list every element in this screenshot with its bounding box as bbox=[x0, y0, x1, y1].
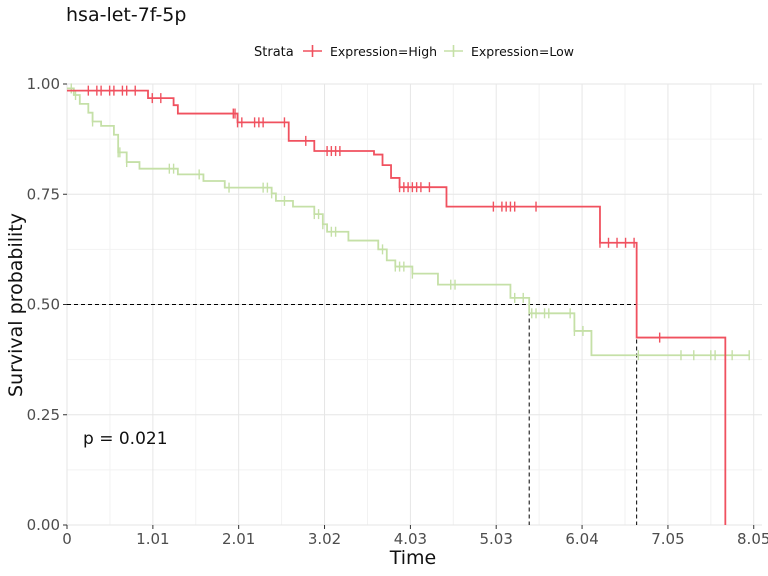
p-value: p = 0.021 bbox=[83, 429, 168, 449]
x-tick-label: 3.02 bbox=[308, 530, 341, 548]
series-layer bbox=[67, 83, 750, 525]
axes: 0 1.01 2.01 3.02 4.03 5.03 6.04 7.05 8.05 0.00 0.2… bbox=[27, 75, 768, 548]
x-tick-label: 1.01 bbox=[136, 530, 169, 548]
chart-title: hsa-let-7f-5p bbox=[66, 4, 186, 26]
y-tick-label: 1.00 bbox=[27, 75, 60, 93]
grid bbox=[66, 83, 762, 526]
x-tick-label: 4.03 bbox=[394, 530, 427, 548]
x-tick-label: 6.04 bbox=[565, 530, 598, 548]
y-axis-title: Survival probability bbox=[5, 213, 27, 397]
x-tick-label: 7.05 bbox=[651, 530, 684, 548]
y-tick-label: 0.50 bbox=[27, 296, 60, 314]
km-curve-high bbox=[67, 89, 727, 525]
y-tick-label: 0.00 bbox=[27, 516, 60, 534]
km-curve-low bbox=[67, 87, 750, 357]
y-tick-label: 0.25 bbox=[27, 406, 60, 424]
x-tick-label: 5.03 bbox=[479, 530, 512, 548]
legend-label-low: Expression=Low bbox=[471, 44, 574, 59]
x-tick-label: 0 bbox=[62, 530, 72, 548]
legend-key-low bbox=[444, 45, 463, 57]
legend-label-high: Expression=High bbox=[330, 44, 437, 59]
x-tick-label: 2.01 bbox=[222, 530, 255, 548]
median-lines bbox=[67, 304, 638, 525]
legend: Strata Expression=High Expression=Low bbox=[254, 44, 574, 60]
y-tick-label: 0.75 bbox=[27, 185, 60, 203]
x-tick-label: 8.05 bbox=[737, 530, 768, 548]
x-axis-title: Time bbox=[389, 547, 437, 569]
legend-key-high bbox=[303, 45, 322, 57]
legend-title: Strata bbox=[254, 45, 294, 60]
